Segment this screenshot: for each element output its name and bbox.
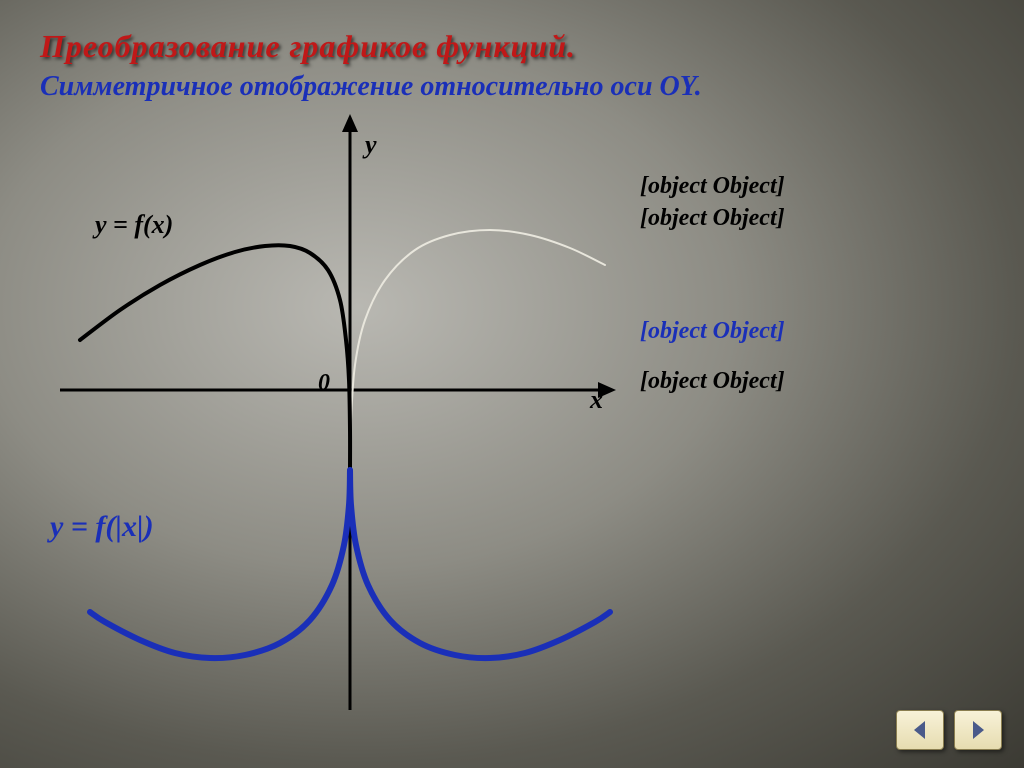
yfx-label: y = f(x) — [95, 210, 173, 240]
next-button[interactable] — [954, 710, 1002, 750]
prev-button[interactable] — [896, 710, 944, 750]
chart-svg — [50, 110, 620, 720]
explain-transformed-title: [object Object] — [640, 315, 990, 347]
chevron-right-icon — [966, 718, 990, 742]
page-title: Преобразование графиков функций. — [40, 28, 984, 65]
explain-original-b: [object Object] — [640, 205, 785, 231]
y-axis-label: y — [365, 130, 377, 160]
chart: y x 0 y = f(x) y = f(|x|) — [50, 110, 620, 720]
yfabsx-label: y = f(|x|) — [50, 510, 154, 544]
explanation-column: [object Object] [object Object] [object … — [640, 150, 990, 398]
origin-label: 0 — [318, 370, 330, 397]
x-axis-label: x — [590, 385, 603, 415]
explain-transformed-body: [object Object] — [640, 365, 990, 397]
explain-original-a: [object Object] — [640, 173, 785, 199]
page-subtitle: Симметричное отображение относительно ос… — [40, 71, 984, 103]
explain-original: [object Object] [object Object] — [640, 170, 990, 235]
chevron-left-icon — [908, 718, 932, 742]
